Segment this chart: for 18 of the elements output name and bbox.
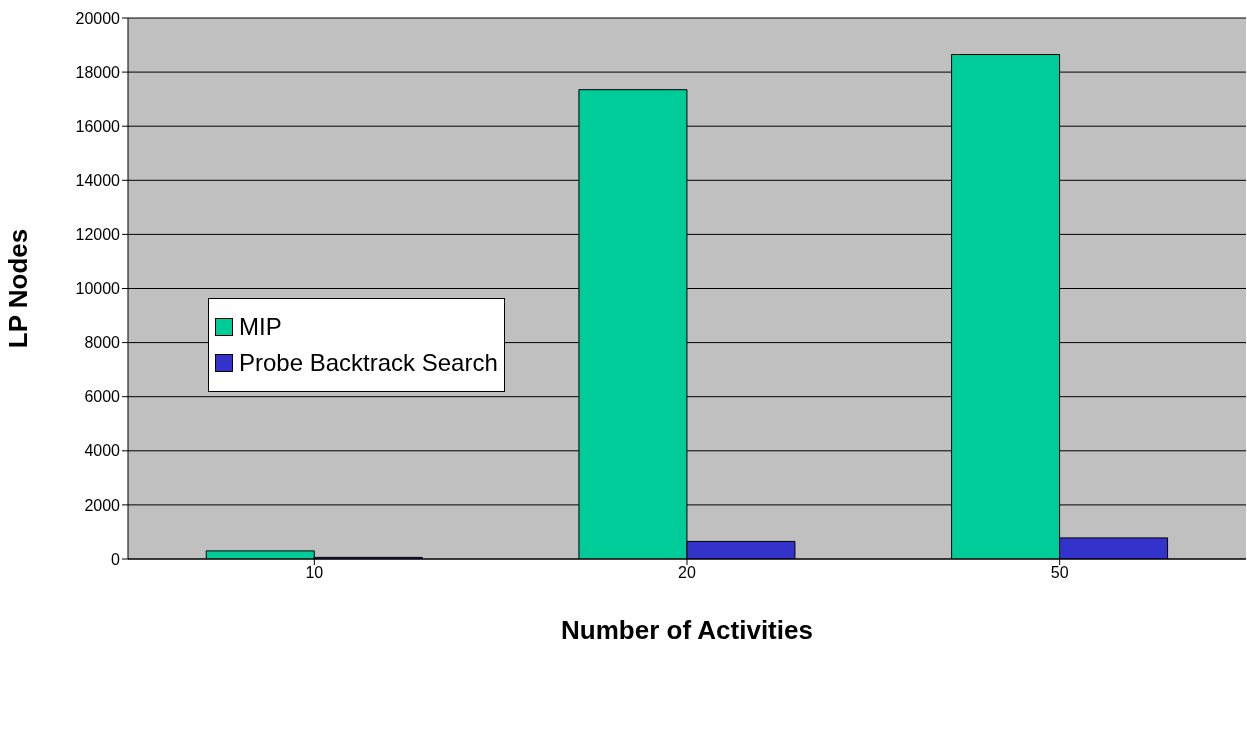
y-tick-label: 12000 (75, 226, 121, 244)
y-tick-label: 8000 (84, 334, 121, 352)
y-tick-label: 16000 (75, 117, 121, 135)
y-tick-label: 0 (111, 550, 121, 568)
y-tick-label: 2000 (84, 496, 121, 514)
x-tick-label: 20 (678, 564, 696, 582)
y-tick-label: 6000 (84, 388, 121, 406)
y-tick-label: 14000 (75, 171, 121, 189)
x-tick-label: 50 (1050, 564, 1069, 582)
y-tick-label: 10000 (75, 280, 121, 298)
legend-label: MIP (239, 313, 282, 341)
x-tick-label: 10 (305, 564, 324, 582)
legend-label: Probe Backtrack Search (239, 349, 498, 377)
y-tick-label: 18000 (75, 63, 121, 81)
y-tick-label: 20000 (75, 9, 121, 27)
y-axis-title: LP Nodes (3, 228, 34, 349)
y-tick-label: 4000 (84, 442, 121, 460)
x-axis-title: Number of Activities (561, 615, 813, 645)
